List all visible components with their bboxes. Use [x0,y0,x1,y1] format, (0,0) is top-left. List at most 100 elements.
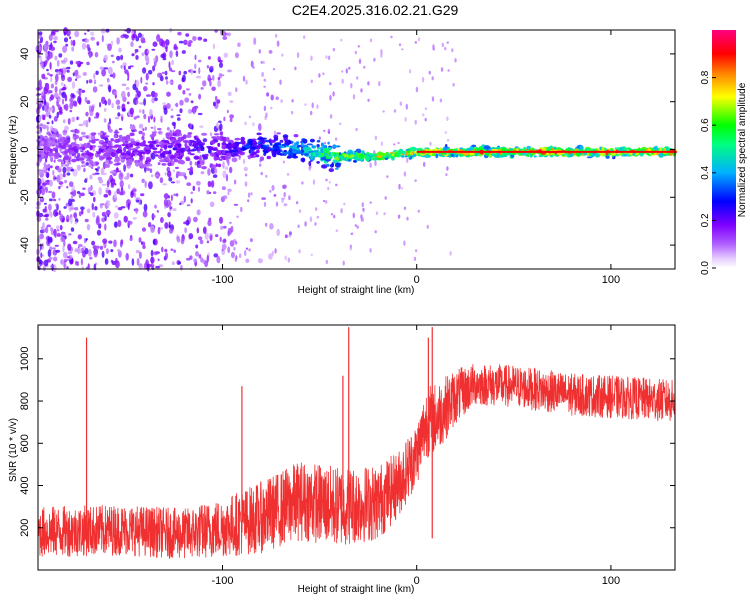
spectrogram-noise-cell [227,246,231,254]
spectrogram-noise-cell [408,69,412,74]
spectrogram-noise-cell [142,67,147,74]
spectrogram-noise-cell [57,95,61,103]
spectrogram-noise-cell [204,232,209,240]
spectrogram-ridge-cell [272,153,277,158]
spectrogram-ridge-cell [71,147,77,150]
spectrogram-ridge-cell [72,133,77,137]
spectrogram-ridge-cell [167,168,171,171]
spectrogram-noise-cell [88,187,91,192]
spectrogram-noise-cell [380,49,383,55]
spectrogram-ridge-cell [250,146,256,151]
spectrogram-noise-cell [179,108,183,114]
spectrogram-ridge-cell [234,137,241,141]
spectrogram-noise-cell [124,176,129,180]
spectrogram-noise-cell [374,230,377,234]
spectrogram-noise-cell [169,50,173,59]
spectrogram-noise-cell [104,214,107,222]
spectrogram-noise-cell [149,109,153,117]
spectrogram-noise-cell [352,94,356,100]
spectrogram-noise-cell [95,112,100,118]
spectrogram-noise-cell [96,41,100,46]
spectrogram-noise-cell [42,208,47,213]
spectrogram-noise-cell [157,258,160,262]
spectrogram-noise-cell [393,143,396,146]
spectrogram-noise-cell [81,89,86,93]
spectrogram-noise-cell [252,122,255,127]
spectrogram-noise-cell [75,69,79,76]
spectrogram-noise-cell [417,209,420,213]
spectrogram-ridge-cell [257,137,263,141]
spectrogram-ridge-cell [326,163,330,167]
spectrogram-noise-cell [183,221,188,225]
spectrogram-ridge-cell [44,164,51,169]
spectrogram-ridge-cell [116,148,123,154]
spectrogram-ridge-cell [65,166,71,172]
spectrogram-ridge-cell [234,149,239,153]
spectrogram-ridge-cell [385,152,388,155]
spectrogram-noise-cell [99,66,105,70]
spectrogram-ridge-cell [113,149,117,153]
spectrogram-noise-cell [421,76,425,83]
spectrogram-ridge-cell [157,162,161,166]
spectrogram-noise-cell [263,105,267,112]
spectrogram-noise-cell [164,45,168,49]
spectrogram-ridge-cell [245,144,251,149]
spectrogram-noise-cell [69,207,75,210]
spectrogram-noise-cell [127,220,133,225]
spectrogram-noise-cell [431,97,435,102]
spectrogram-noise-cell [61,86,67,91]
spectrogram-noise-cell [209,191,212,195]
spectrogram-ridge-cell [38,157,43,162]
spectrogram-noise-cell [123,215,128,223]
spectrogram-noise-cell [253,37,257,45]
spectrogram-noise-cell [266,92,270,97]
spectrogram-x-axis-label: Height of straight line (km) [298,285,415,296]
spectrogram-noise-cell [66,185,69,189]
spectrogram-noise-cell [67,76,72,83]
snr-panel: -100 0 100 200 400 600 800 1000 Height of stra… [8,324,676,595]
spectrogram-ridge-cell [118,134,123,139]
spectrogram-noise-cell [168,61,171,69]
spectrogram-noise-cell [206,240,210,244]
spectrogram-noise-cell [72,72,75,77]
spectrogram-ridge-cell [273,134,279,140]
spectrogram-ridge-cell [309,138,315,143]
spectrogram-ridge-cell [139,142,146,147]
spectrogram-noise-cell [318,136,321,140]
spectrogram-noise-cell [242,158,246,165]
spectrogram-noise-cell [63,31,66,36]
spectrogram-ridge-cell [173,158,179,163]
spectrogram-noise-cell [166,91,171,97]
spectrogram-noise-cell [113,212,119,219]
spectrogram-noise-cell [170,194,173,202]
spectrogram-noise-cell [261,197,266,200]
spectrogram-noise-cell [221,186,226,191]
spectrogram-ridge-cell [184,142,188,147]
spectrogram-noise-cell [148,69,153,75]
spectrogram-noise-cell [40,60,44,68]
spectrogram-ridge-cell [78,136,83,141]
spectrogram-noise-cell [135,197,141,201]
spectrogram-noise-cell [113,239,117,248]
spectrogram-noise-cell [361,216,365,222]
spectrogram-ridge-cell [172,132,177,137]
spectrogram-noise-cell [222,36,228,40]
spectrogram-noise-cell [367,81,370,86]
spectrogram-noise-cell [213,253,219,258]
spectrogram-ridge-cell [269,147,275,150]
spectrogram-noise-cell [271,184,275,191]
spectrogram-noise-cell [193,216,198,223]
spectrogram-noise-cell [229,100,234,103]
spectrogram-noise-cell [454,58,457,63]
spectrogram-ridge-cell [225,136,230,142]
spectrogram-noise-cell [50,94,54,101]
spectrogram-ridge-cell [152,150,158,154]
spectrogram-ridge-cell [276,148,281,154]
spectrogram-noise-cell [173,193,179,197]
spectrogram-noise-cell [271,250,274,256]
spectrogram-noise-cell [81,209,84,215]
spectrogram-ridge-cell [205,153,209,158]
spectrogram-ridge-cell [295,151,302,155]
spectrogram-noise-cell [135,55,139,60]
spectrogram-noise-cell [115,260,120,269]
